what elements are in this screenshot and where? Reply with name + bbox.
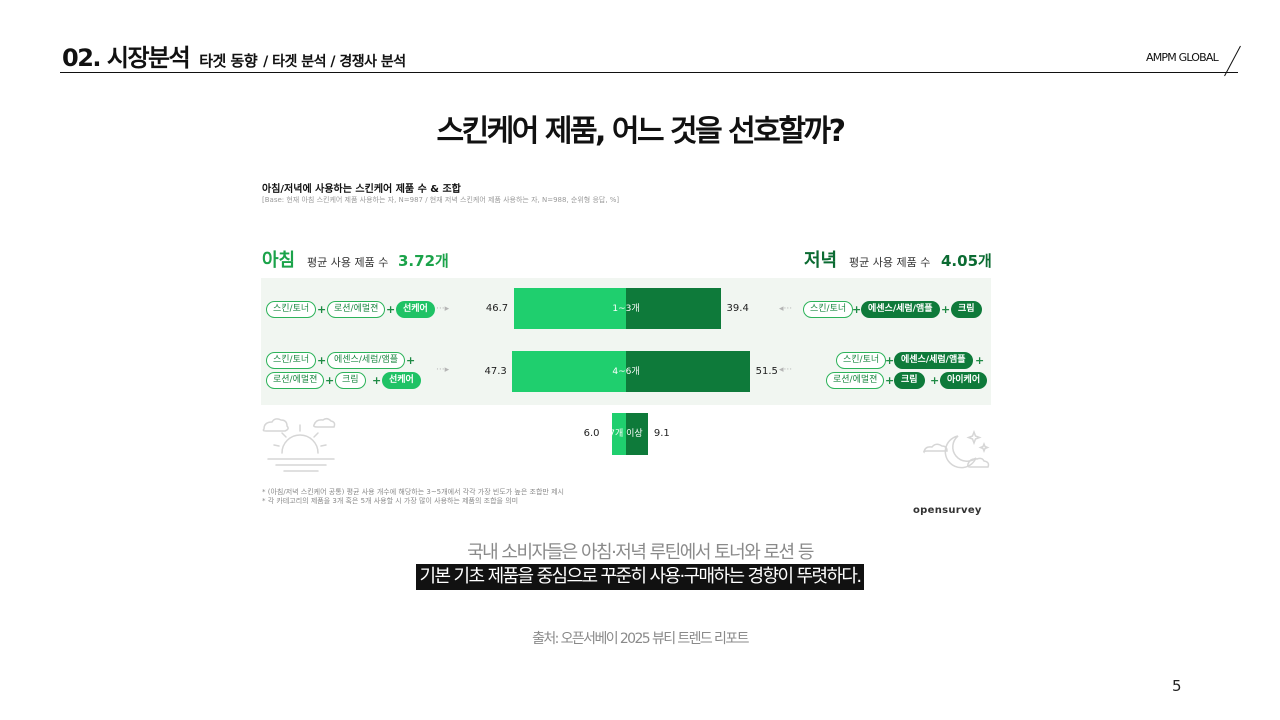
plus-sign: +	[317, 354, 327, 367]
arrow-left-icon: ◂···	[779, 365, 793, 375]
plus-sign: +	[325, 374, 335, 387]
bar-morning-1-3	[513, 288, 626, 329]
value-evening-4-6: 51.5	[755, 365, 778, 377]
opensurvey-logo: opensurvey	[913, 505, 982, 516]
evening-label: 저녁	[804, 250, 838, 271]
page-number: 5	[1172, 677, 1182, 695]
plus-sign: +	[372, 374, 382, 387]
source-credit: 출처: 오픈서베이 2025 뷰티 트렌드 리포트	[532, 631, 749, 647]
plus-sign: +	[852, 303, 862, 316]
bar-morning-7plus	[611, 413, 626, 455]
pill-essence-serum-ampoule: 에센스/세럼/앰플	[894, 352, 973, 369]
arrow-right-icon: ···▸	[436, 304, 450, 314]
pill-cream: 크림	[335, 372, 366, 389]
summary-line-1: 국내 소비자들은 아침·저녁 루틴에서 토너와 로션 등	[467, 542, 814, 563]
figure-footnote-2: * 각 카테고리의 제품을 3개 혹은 5개 사용할 시 가장 많이 사용하는 …	[262, 497, 519, 505]
arrow-right-icon: ···▸	[436, 365, 450, 375]
plus-sign: +	[406, 354, 416, 367]
morning-label: 아침	[262, 250, 296, 271]
value-evening-7plus: 9.1	[653, 428, 670, 439]
evening-avg-label: 평균 사용 제품 수	[849, 256, 931, 269]
pill-lotion-emulsion: 로션/에멀젼	[266, 372, 325, 389]
bar-category-7plus: 7개 이상	[609, 429, 643, 439]
pill-skin-toner: 스킨/토너	[803, 301, 854, 318]
figure-footnote-1: * (아침/저녁 스킨케어 공통) 평균 사용 개수에 해당하는 3~5개에서 …	[262, 488, 564, 496]
moon-icon	[923, 429, 990, 469]
plus-sign: +	[317, 303, 327, 316]
pill-skin-toner: 스킨/토너	[266, 352, 317, 369]
bar-category-1-3: 1~3개	[612, 303, 640, 314]
plus-sign: +	[885, 374, 895, 387]
morning-avg-value: 3.72개	[398, 252, 449, 270]
pill-skin-toner: 스킨/토너	[266, 301, 317, 318]
header-divider	[60, 72, 1238, 73]
morning-avg-label: 평균 사용 제품 수	[307, 256, 389, 269]
pill-cream: 크림	[894, 372, 925, 389]
pill-suncare: 선케어	[396, 301, 435, 318]
bar-category-4-6: 4~6개	[612, 366, 640, 377]
pill-eyecare: 아이케어	[940, 372, 988, 389]
bar-evening-1-3	[626, 288, 721, 329]
summary-line-2: 기본 기초 제품을 중심으로 꾸준히 사용·구매하는 경향이 뚜렷하다.	[416, 564, 864, 590]
value-morning-7plus: 6.0	[583, 428, 600, 439]
plus-sign: +	[885, 354, 895, 367]
bar-evening-7plus	[626, 413, 648, 455]
plus-sign: +	[386, 303, 396, 316]
pill-skin-toner: 스킨/토너	[836, 352, 887, 369]
pill-lotion-emulsion: 로션/에멀젼	[327, 301, 386, 318]
plus-sign: +	[930, 374, 940, 387]
figure-title: 아침/저녁에 사용하는 스킨케어 제품 수 & 조합	[262, 184, 461, 195]
arrow-left-icon: ◂···	[779, 304, 793, 314]
pill-lotion-emulsion: 로션/에멀젼	[826, 372, 885, 389]
figure-base-note: [Base: 현재 아침 스킨케어 제품 사용하는 자, N=987 / 현재 …	[262, 196, 620, 204]
section-header: 02. 시장분석 타겟 동향 / 타겟 분석 / 경쟁사 분석	[62, 38, 406, 73]
evening-avg-value: 4.05개	[941, 252, 992, 270]
value-evening-1-3: 39.4	[726, 302, 749, 314]
value-morning-1-3: 46.7	[485, 302, 509, 314]
plus-sign: +	[941, 303, 951, 316]
bar-morning-4-6	[512, 351, 626, 392]
pill-cream: 크림	[951, 301, 982, 318]
value-morning-4-6: 47.3	[484, 365, 507, 377]
pill-suncare: 선케어	[382, 372, 421, 389]
bar-evening-4-6	[626, 351, 750, 392]
summary-line-2-wrapper: 기본 기초 제품을 중심으로 꾸준히 사용·구매하는 경향이 뚜렷하다.	[0, 564, 1280, 590]
plus-sign: +	[975, 354, 985, 367]
other-subsections: / 타겟 분석 / 경쟁사 분석	[263, 54, 406, 70]
sun-icon	[262, 417, 336, 472]
pill-essence-serum-ampoule: 에센스/세럼/앰플	[861, 301, 940, 318]
current-subsection: 타겟 동향	[199, 52, 258, 70]
pill-essence-serum-ampoule: 에센스/세럼/앰플	[327, 352, 406, 369]
section-title: 02. 시장분석	[62, 44, 191, 72]
slide-title: 스킨케어 제품, 어느 것을 선호할까?	[436, 114, 846, 149]
brand-name: AMPM GLOBAL	[1146, 51, 1219, 64]
